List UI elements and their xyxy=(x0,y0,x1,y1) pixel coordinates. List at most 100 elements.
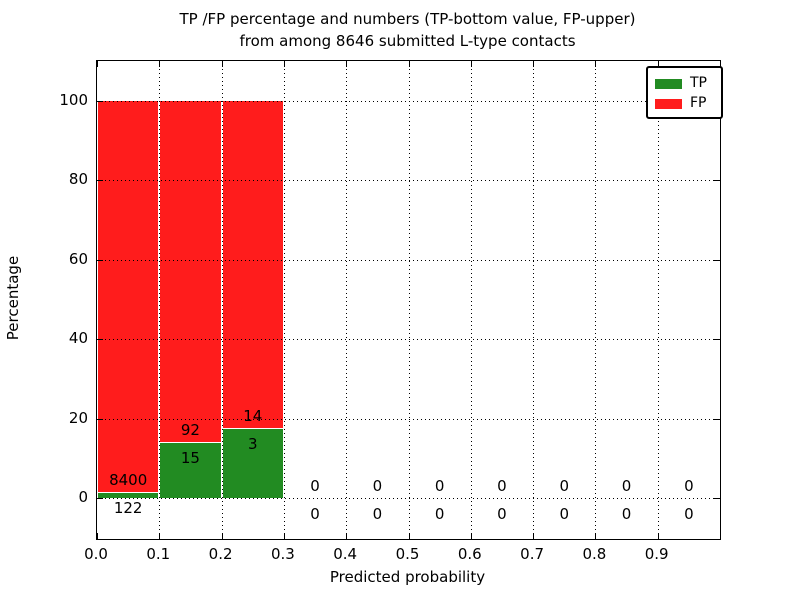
x-tick-label: 0.2 xyxy=(208,545,233,563)
y-tickmark xyxy=(97,418,103,420)
fp-count-label: 0 xyxy=(559,477,570,496)
y-tickmark xyxy=(714,180,720,182)
x-tickmark xyxy=(222,61,223,67)
y-tickmark xyxy=(714,259,720,261)
x-tickmark xyxy=(222,533,223,539)
x-gridline xyxy=(595,61,596,539)
x-tick-label: 0.4 xyxy=(333,545,358,563)
chart-title-line1: TP /FP percentage and numbers (TP-bottom… xyxy=(179,10,636,28)
x-tickmark xyxy=(159,61,160,67)
fp-count-label: 0 xyxy=(310,477,320,496)
tp-count-label: 0 xyxy=(559,504,570,523)
x-tickmark xyxy=(346,533,347,539)
tp-count-label: 0 xyxy=(497,504,507,523)
fp-count-label: 0 xyxy=(434,477,445,496)
x-tick-label: 0.5 xyxy=(395,545,420,563)
x-gridline xyxy=(159,61,160,539)
bar-segment-tp xyxy=(98,493,158,498)
legend-swatch-fp-icon xyxy=(655,98,682,109)
x-gridline xyxy=(346,61,347,539)
plot-area: 8400 122 92 15 14 3 0 0 0 0 0 0 0 0 0 0 0 0 0 0 TP FP xyxy=(96,60,723,540)
legend-label-fp: FP xyxy=(690,95,707,111)
x-gridline xyxy=(284,61,285,539)
y-tickmark xyxy=(97,259,103,261)
bar-segment-tp xyxy=(223,429,283,498)
x-tickmark xyxy=(471,61,472,67)
chart-title-line2: from among 8646 submitted L-type contact… xyxy=(239,32,576,50)
x-tick-label: 0.7 xyxy=(520,545,545,563)
x-tick-label: 0.9 xyxy=(644,545,669,563)
y-tickmark xyxy=(97,498,103,499)
y-tickmark xyxy=(714,339,720,341)
y-tickmark xyxy=(714,418,720,420)
x-tick-label: 0.6 xyxy=(457,545,482,563)
x-tickmark xyxy=(284,533,285,539)
y-gridline xyxy=(97,498,720,499)
x-gridline xyxy=(533,61,534,539)
tp-count-label: 15 xyxy=(180,449,200,468)
x-tickmark xyxy=(595,533,596,539)
fp-count-label: 0 xyxy=(684,477,694,496)
tp-count-label: 0 xyxy=(310,504,320,523)
y-tickmark xyxy=(97,180,103,182)
y-tick-label: 40 xyxy=(68,329,88,348)
x-tick-label: 0.1 xyxy=(146,545,171,563)
fp-count-label: 0 xyxy=(372,477,383,496)
x-gridline xyxy=(471,61,472,539)
x-tickmark xyxy=(471,533,472,539)
bar-segment-fp xyxy=(98,101,158,492)
y-tick-label: 60 xyxy=(68,249,88,268)
y-gridline xyxy=(97,180,720,182)
y-tickmark xyxy=(97,101,103,102)
x-tickmark xyxy=(658,533,659,539)
fp-count-label: 14 xyxy=(243,407,263,426)
x-tick-label: 0.0 xyxy=(84,545,108,563)
x-tickmark xyxy=(346,61,347,67)
y-axis-title: Percentage xyxy=(4,255,22,341)
tp-count-label: 0 xyxy=(372,504,383,523)
chart-title: TP /FP percentage and numbers (TP-bottom… xyxy=(96,8,719,52)
fp-count-label: 92 xyxy=(180,421,200,440)
tp-count-label: 122 xyxy=(113,499,143,518)
tp-count-label: 0 xyxy=(684,504,694,523)
legend-entry-fp: FP xyxy=(655,96,715,111)
y-gridline xyxy=(97,339,720,341)
tp-count-label: 0 xyxy=(621,504,632,523)
x-tickmark xyxy=(97,533,98,539)
x-axis-title: Predicted probability xyxy=(329,568,486,586)
x-tickmark xyxy=(409,533,410,539)
tp-count-label: 3 xyxy=(247,434,258,453)
fp-count-label: 8400 xyxy=(109,471,148,490)
x-gridline xyxy=(222,61,223,539)
bar-segment-fp xyxy=(223,101,283,428)
y-tick-label: 0 xyxy=(78,488,88,506)
legend-label-tp: TP xyxy=(690,75,707,91)
legend-entry-tp: TP xyxy=(655,76,715,91)
y-gridline xyxy=(97,259,720,261)
x-tickmark xyxy=(595,61,596,67)
x-tickmark xyxy=(533,533,534,539)
fp-count-label: 0 xyxy=(621,477,632,496)
x-tickmark xyxy=(533,61,534,67)
bar-segment-tp xyxy=(160,443,221,498)
x-gridline xyxy=(409,61,410,539)
y-tick-label: 20 xyxy=(68,408,88,427)
y-tick-label: 80 xyxy=(68,170,88,189)
y-gridline xyxy=(97,418,720,420)
y-tickmark xyxy=(97,339,103,341)
x-gridline xyxy=(658,61,659,539)
fp-count-label: 0 xyxy=(497,477,507,496)
bar-segment-fp xyxy=(160,101,221,442)
x-tickmark xyxy=(97,61,98,67)
x-tick-label: 0.8 xyxy=(582,545,607,563)
x-tickmark xyxy=(159,533,160,539)
y-tickmark xyxy=(714,498,720,499)
y-tick-label: 100 xyxy=(59,91,88,109)
legend-swatch-tp-icon xyxy=(655,78,682,89)
x-tick-label: 0.3 xyxy=(270,545,295,563)
tp-count-label: 0 xyxy=(434,504,445,523)
y-gridline xyxy=(97,101,720,102)
legend: TP FP xyxy=(646,66,723,119)
x-tickmark xyxy=(409,61,410,67)
